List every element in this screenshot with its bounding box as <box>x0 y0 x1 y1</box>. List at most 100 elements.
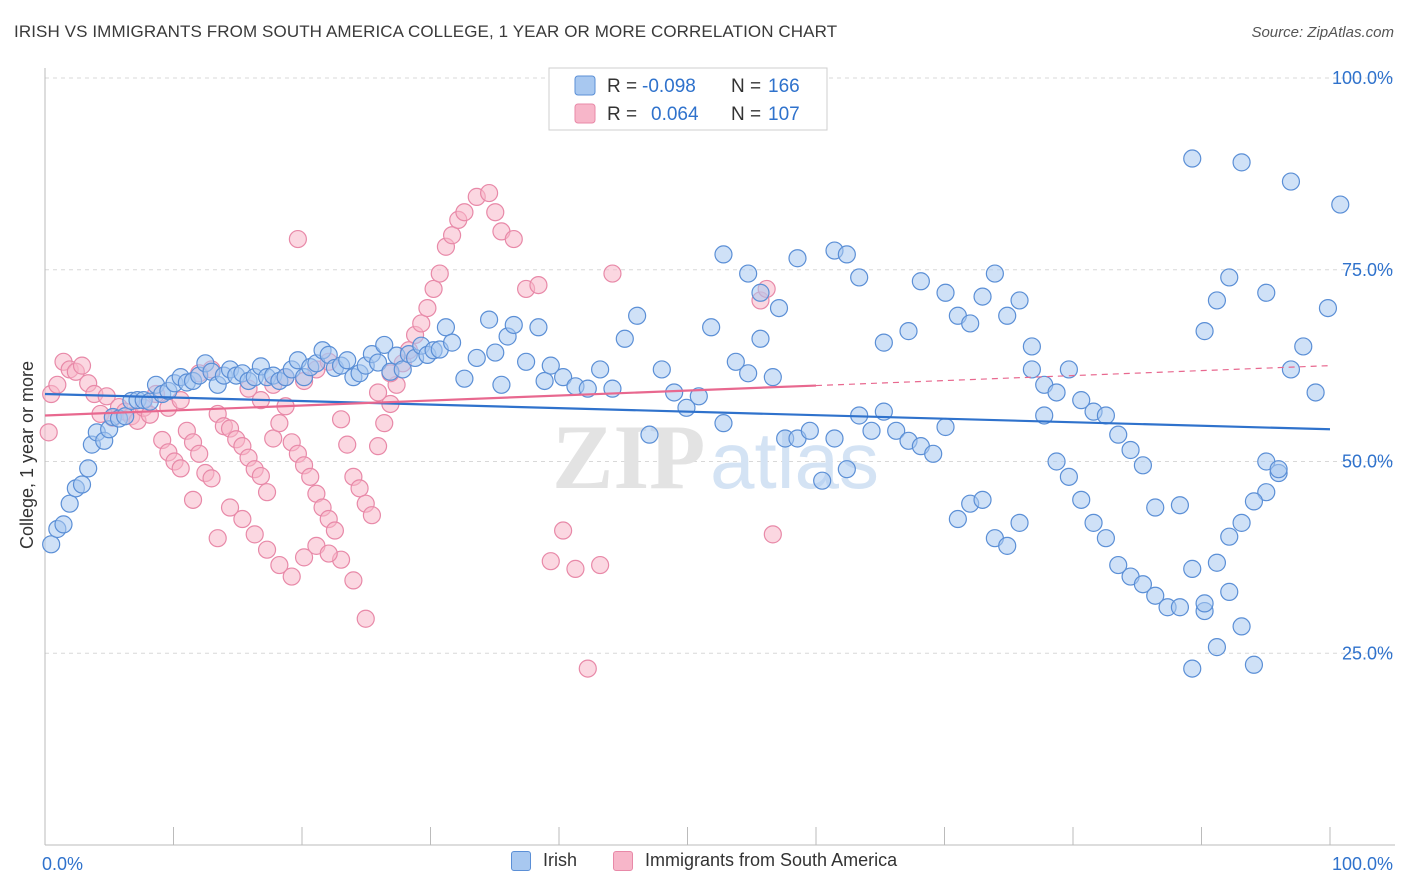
irish-point <box>874 333 893 352</box>
irish-point <box>368 353 388 372</box>
sa-point <box>554 521 573 540</box>
sa-point <box>356 609 375 628</box>
irish-point <box>862 421 881 440</box>
watermark-zip: ZIP <box>552 406 705 508</box>
irish-point <box>769 299 789 318</box>
irish-point <box>436 318 456 337</box>
irish-point <box>998 306 1017 325</box>
irish-point <box>1207 553 1227 572</box>
irish-point <box>1232 617 1251 636</box>
irish-point <box>1244 492 1264 511</box>
sa-point <box>171 391 190 410</box>
irish-point <box>467 348 486 368</box>
axes <box>44 68 1395 846</box>
irish-point <box>455 369 474 388</box>
irish-point <box>79 459 98 478</box>
irish-point <box>1207 638 1227 657</box>
irish-point <box>640 425 659 444</box>
sa-point <box>39 423 58 442</box>
irish-point <box>72 475 92 494</box>
sa-point <box>344 571 363 590</box>
irish-point <box>1059 467 1078 486</box>
sa-point <box>338 435 357 454</box>
sa-point <box>190 444 209 463</box>
irish-point <box>936 283 955 302</box>
irish-point <box>1220 582 1239 601</box>
irish-point <box>615 329 634 348</box>
irish-point <box>529 318 548 337</box>
legend-irish-r-value: -0.098 <box>642 76 696 97</box>
irish-point <box>665 383 684 402</box>
irish-point <box>486 343 505 362</box>
irish-point <box>1072 391 1091 410</box>
sa-point <box>566 559 585 578</box>
irish-point <box>1146 498 1165 517</box>
legend-sa-n-value: 107 <box>768 104 800 125</box>
sa-point <box>479 183 499 203</box>
irish-point <box>1022 360 1041 379</box>
legend-irish-swatch <box>574 75 596 96</box>
irish-point <box>702 318 721 337</box>
sa-point <box>264 429 283 448</box>
irish-point <box>1257 483 1276 502</box>
sa-point <box>183 490 203 509</box>
sa-point <box>245 525 264 544</box>
irish-point <box>837 245 856 264</box>
sa-point <box>72 356 92 375</box>
irish-point <box>1244 655 1264 674</box>
sa-point <box>504 229 523 249</box>
sa-point <box>578 659 597 678</box>
irish-point <box>1096 406 1115 425</box>
irish-point <box>985 264 1004 283</box>
south-america-swatch <box>613 850 633 871</box>
y-axis-label: College, 1 year or more <box>17 361 37 549</box>
x-tick-labels: 0.0% 100.0% <box>42 854 1393 874</box>
irish-point <box>504 315 523 335</box>
irish-point <box>911 272 930 291</box>
x-tick-label-min: 0.0% <box>42 854 83 874</box>
irish-point <box>1183 659 1202 678</box>
sa-point <box>362 506 382 525</box>
irish-point <box>54 515 73 534</box>
irish-point <box>1059 360 1078 379</box>
legend-item-irish[interactable]: Irish <box>511 850 577 871</box>
sa-trend-line <box>44 384 817 417</box>
legend-item-south-america[interactable]: Immigrants from South America <box>613 850 897 871</box>
irish-point <box>1232 153 1251 172</box>
sa-point <box>257 540 277 559</box>
irish-point <box>1257 283 1276 302</box>
sa-point <box>202 469 221 488</box>
irish-point <box>1133 575 1153 594</box>
chart-title: IRISH VS IMMIGRANTS FROM SOUTH AMERICA C… <box>14 22 838 41</box>
legend-sa-r-value: 0.064 <box>651 104 699 125</box>
sa-point <box>233 509 252 529</box>
irish-point <box>393 360 412 379</box>
irish-point <box>1195 322 1214 341</box>
x-tick-label-max: 100.0% <box>1332 854 1393 874</box>
sa-point <box>301 467 320 486</box>
sa-point <box>418 299 437 318</box>
irish-point <box>652 360 671 379</box>
legend-box: R = -0.098 N = 166 R = 0.064 N = 107 <box>548 67 828 131</box>
sa-point <box>288 229 307 249</box>
legend-label-irish: Irish <box>543 850 578 870</box>
irish-swatch <box>511 850 531 871</box>
sa-point <box>412 314 431 333</box>
y-tick-label: 25.0% <box>1342 643 1393 663</box>
y-tick-label: 50.0% <box>1342 452 1393 472</box>
series-immigrants-south-america <box>39 183 782 678</box>
irish-point <box>825 429 844 448</box>
irish-point <box>751 329 770 348</box>
sa-point <box>48 375 67 394</box>
irish-point <box>541 356 560 375</box>
irish-point <box>1170 598 1190 617</box>
irish-point <box>1220 527 1239 546</box>
sa-point <box>270 414 289 433</box>
irish-point <box>973 490 992 509</box>
irish-point <box>788 249 807 268</box>
irish-point <box>1281 360 1301 379</box>
irish-point <box>554 368 573 387</box>
sa-point <box>368 437 388 456</box>
legend-label-south-america: Immigrants from South America <box>645 850 898 870</box>
irish-point <box>442 333 462 352</box>
